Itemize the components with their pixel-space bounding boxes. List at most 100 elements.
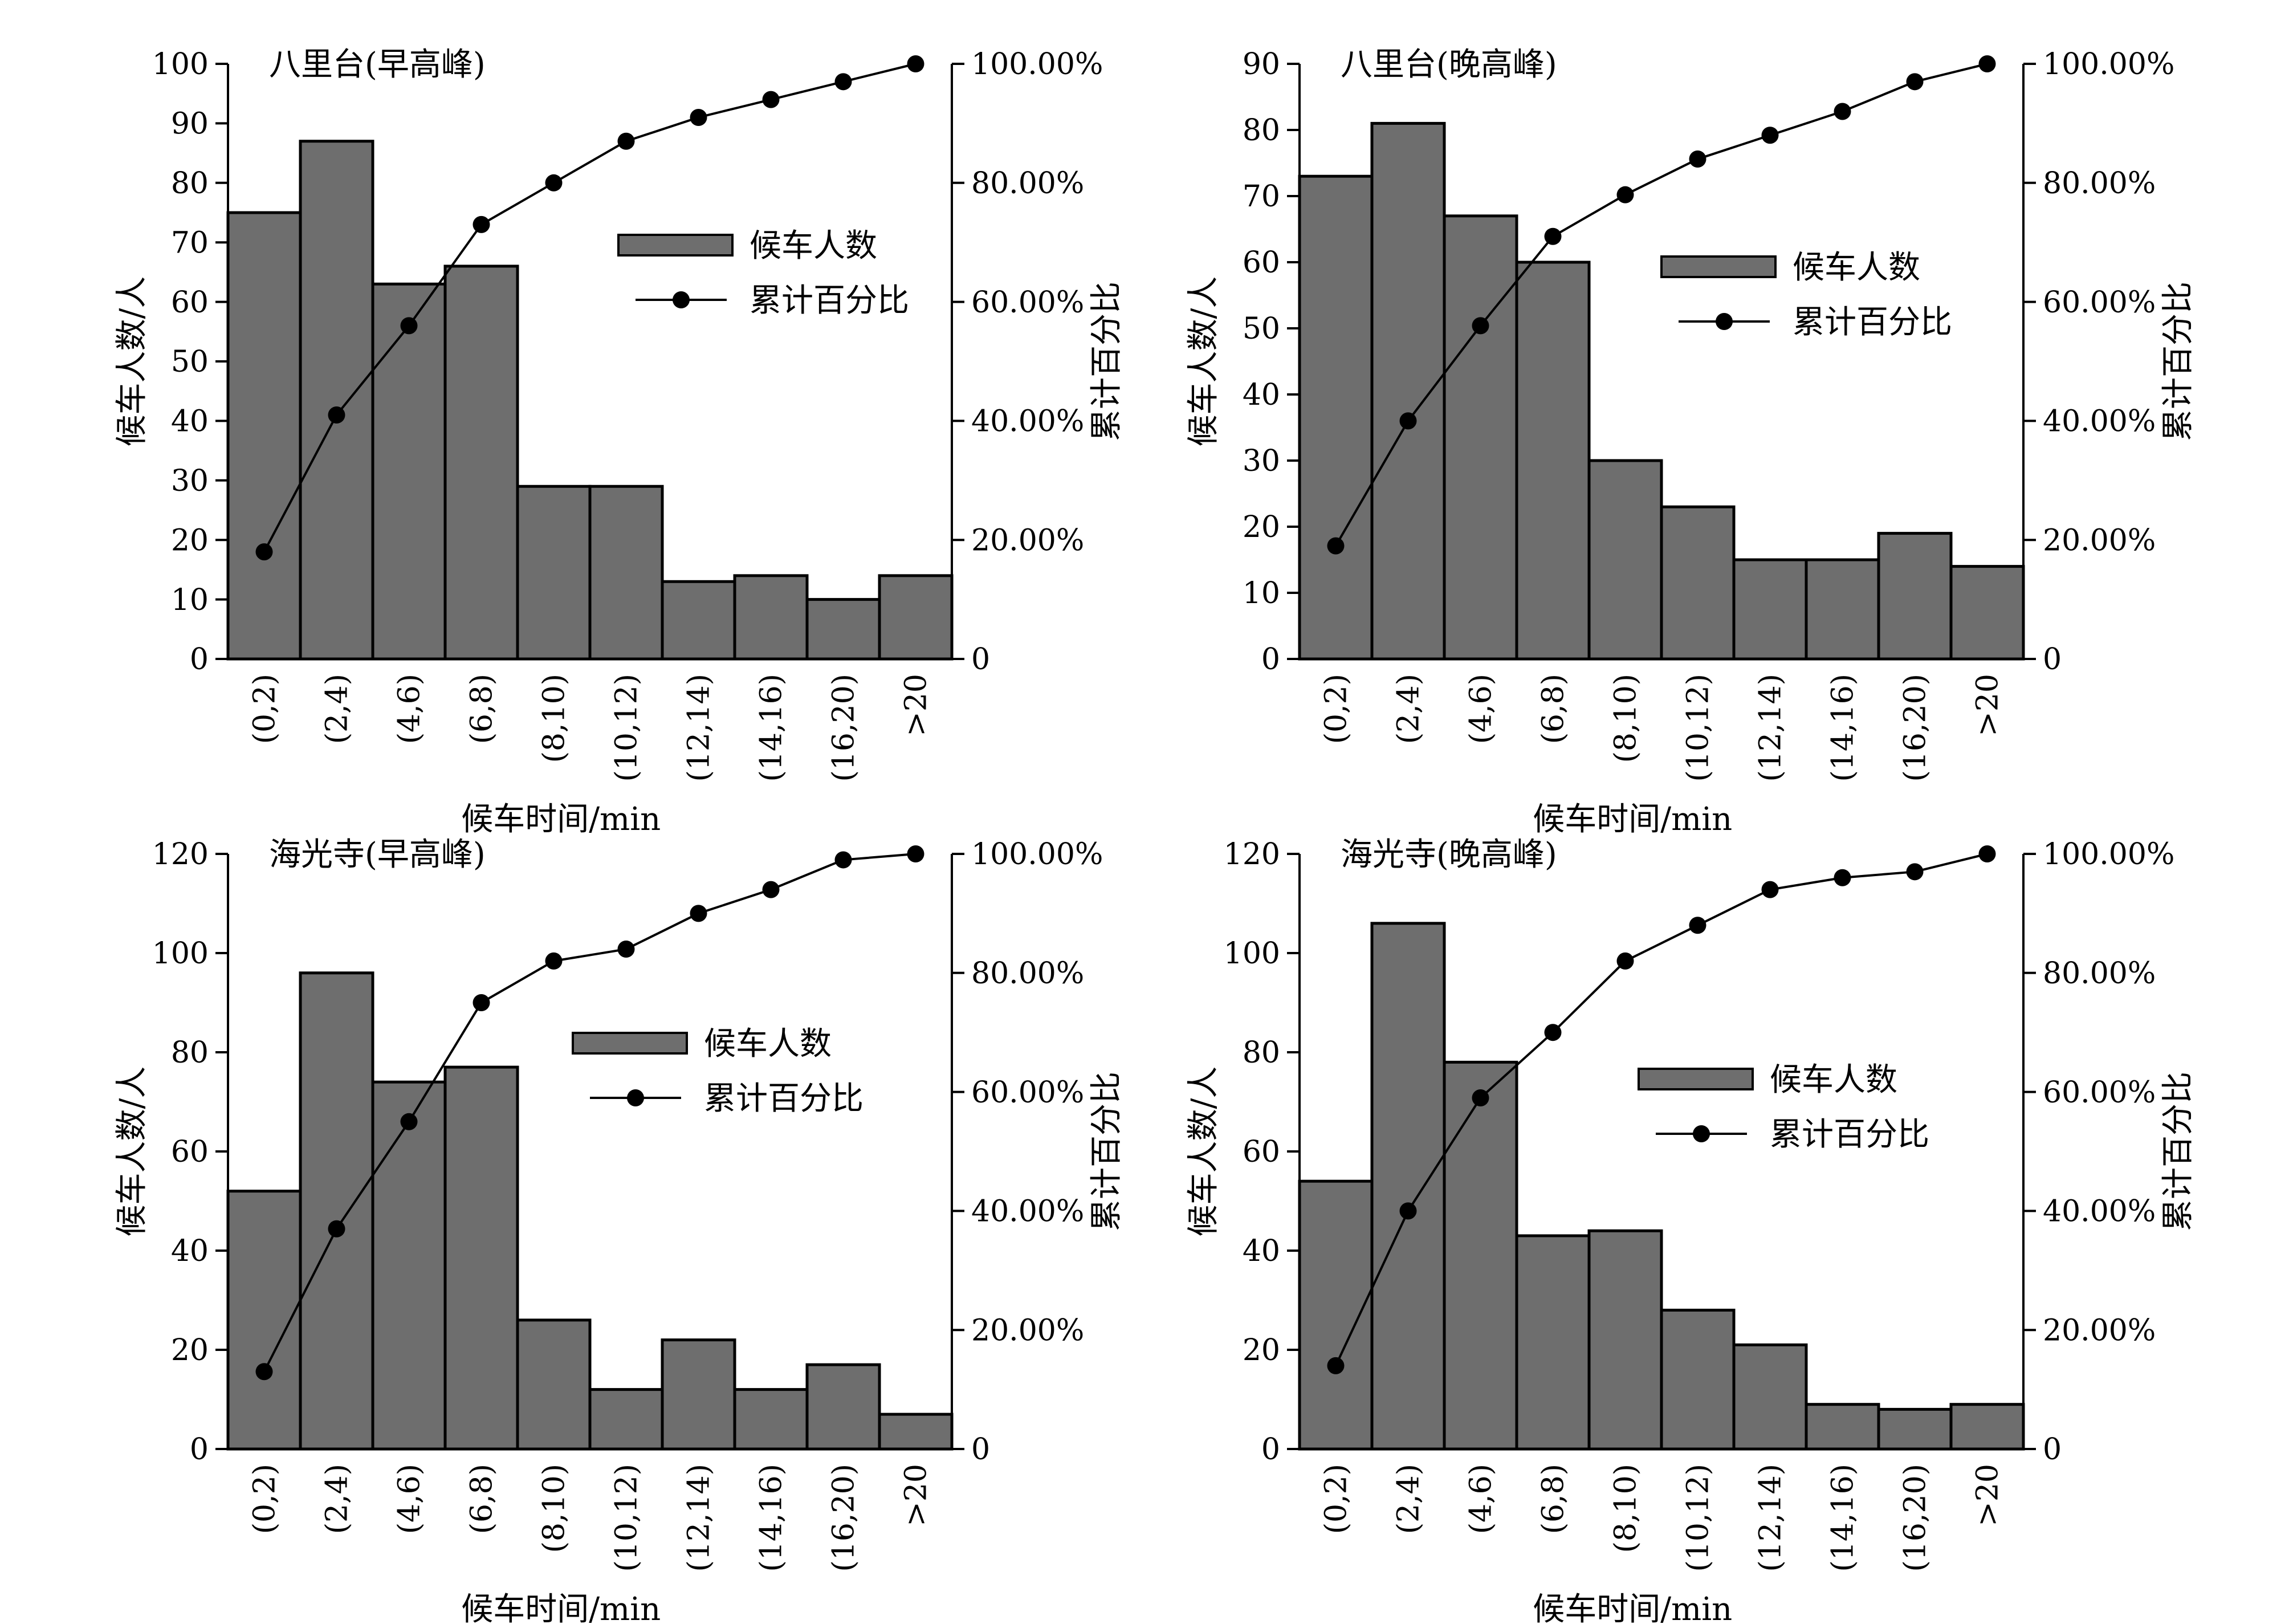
left-tick-label: 40 <box>171 405 209 439</box>
y-axis-label: 候车人数/人 <box>113 276 150 447</box>
left-tick-label: 40 <box>171 1234 209 1268</box>
y-axis-label: 候车人数/人 <box>1185 1067 1222 1237</box>
left-tick-label: 40 <box>1243 378 1280 412</box>
left-tick-label: 0 <box>190 1432 209 1467</box>
x-tick-label: (0,2) <box>248 674 282 744</box>
bar-4 <box>443 264 519 661</box>
x-tick-label: (12,14) <box>1754 1464 1788 1572</box>
right-tick-label: 20.00% <box>971 1313 1084 1348</box>
cumulative-point-7 <box>690 905 707 922</box>
bar-8 <box>733 574 809 661</box>
y-axis-label: 候车人数/人 <box>113 1067 150 1237</box>
left-tick-label: 20 <box>171 523 209 557</box>
right-tick-label: 100.00% <box>971 837 1103 872</box>
left-tick-label: 60 <box>171 1135 209 1169</box>
cumulative-point-5 <box>545 174 563 192</box>
legend-bar-label: 候车人数 <box>1770 1061 1897 1098</box>
cumulative-point-10 <box>1978 55 1996 72</box>
bar-1 <box>1298 1179 1374 1451</box>
cumulative-point-6 <box>617 941 635 958</box>
x-tick-label: (8,10) <box>537 674 572 763</box>
x-tick-label: (8,10) <box>1609 674 1643 763</box>
cumulative-point-2 <box>1399 412 1417 430</box>
x-axis-label: 候车时间/min <box>1533 801 1732 838</box>
left-tick-label: 80 <box>1243 1036 1280 1070</box>
bar-7 <box>661 1338 736 1451</box>
x-tick-label: (2,4) <box>320 1464 355 1534</box>
bar-1 <box>226 211 302 661</box>
x-tick-label: (10,12) <box>610 1464 644 1572</box>
cumulative-point-6 <box>1689 917 1706 934</box>
right-tick-label: 40.00% <box>2043 405 2156 439</box>
left-tick-label: 10 <box>1243 576 1280 610</box>
bar-3 <box>371 282 447 661</box>
x-tick-label: (16,20) <box>1899 1464 1933 1572</box>
bar-5 <box>516 485 592 661</box>
cumulative-point-9 <box>1906 73 1924 91</box>
left-tick-label: 80 <box>171 166 209 201</box>
x-tick-label: (8,10) <box>1609 1464 1643 1553</box>
left-tick-label: 70 <box>1243 180 1280 214</box>
x-tick-label: >20 <box>1971 1464 2005 1527</box>
bar-2 <box>1370 121 1446 661</box>
right-tick-label: 100.00% <box>2043 837 2174 872</box>
cumulative-point-4 <box>1544 227 1562 245</box>
x-tick-label: (10,12) <box>1681 1464 1716 1572</box>
right-tick-label: 0 <box>971 1432 990 1467</box>
bar-6 <box>1660 505 1736 661</box>
legend-bar-label: 候车人数 <box>1793 249 1920 286</box>
bar-4 <box>1515 261 1591 661</box>
cumulative-point-5 <box>545 952 563 970</box>
bar-9 <box>1877 1407 1953 1451</box>
x-tick-label: (4,6) <box>393 1464 427 1534</box>
bar-4 <box>443 1065 519 1451</box>
chart-panel-4: 0 20 40 60 80 100 120 0 20.00% 40.00% 60.00% 80.00%… <box>1185 836 2197 1624</box>
left-tick-label: 10 <box>171 583 209 617</box>
right-tick-label: 60.00% <box>971 1076 1084 1110</box>
y2-axis-label: 累计百分比 <box>2160 282 2197 441</box>
legend-bar-swatch <box>1638 1068 1754 1090</box>
right-tick-label: 0 <box>2043 1432 2062 1467</box>
cumulative-point-1 <box>255 1363 273 1381</box>
x-tick-label: (14,16) <box>1826 1464 1860 1572</box>
chart-title: 八里台(早高峰) <box>269 46 486 83</box>
cumulative-point-1 <box>1327 1357 1345 1374</box>
right-tick-label: 100.00% <box>2043 47 2174 82</box>
x-axis-label: 候车时间/min <box>1533 1591 1732 1624</box>
x-axis-label: 候车时间/min <box>461 1591 661 1624</box>
left-tick-label: 40 <box>1243 1234 1280 1268</box>
cumulative-line <box>263 63 916 553</box>
cumulative-point-2 <box>1399 1202 1417 1220</box>
right-tick-label: 60.00% <box>971 286 1084 320</box>
right-tick-label: 80.00% <box>2043 957 2156 991</box>
bar-10 <box>878 574 954 661</box>
right-tick-label: 80.00% <box>971 957 1084 991</box>
cumulative-point-4 <box>473 215 490 233</box>
x-tick-label: (6,8) <box>1537 1464 1571 1534</box>
x-tick-label: (6,8) <box>1537 674 1571 744</box>
cumulative-point-2 <box>328 406 345 424</box>
x-tick-label: (16,20) <box>827 674 861 782</box>
right-tick-label: 40.00% <box>971 1195 1084 1229</box>
right-tick-label: 0 <box>971 642 990 677</box>
bar-8 <box>733 1388 809 1451</box>
cumulative-point-10 <box>907 55 924 72</box>
legend-line-marker <box>627 1089 644 1106</box>
cumulative-point-9 <box>834 73 852 91</box>
bar-5 <box>1587 459 1663 661</box>
x-tick-label: (4,6) <box>1464 1464 1498 1534</box>
bar-10 <box>878 1413 954 1451</box>
y2-axis-label: 累计百分比 <box>1088 1072 1125 1231</box>
left-tick-label: 120 <box>1224 837 1280 872</box>
right-tick-label: 0 <box>2043 642 2062 677</box>
cumulative-point-6 <box>617 132 635 150</box>
x-tick-label: (8,10) <box>537 1464 572 1553</box>
left-tick-label: 20 <box>1243 510 1280 544</box>
x-tick-label: >20 <box>1971 674 2005 736</box>
y2-axis-label: 累计百分比 <box>1088 282 1125 441</box>
left-tick-label: 80 <box>1243 113 1280 148</box>
cumulative-point-3 <box>400 1113 418 1130</box>
cumulative-point-3 <box>400 317 418 335</box>
left-tick-label: 50 <box>1243 312 1280 346</box>
